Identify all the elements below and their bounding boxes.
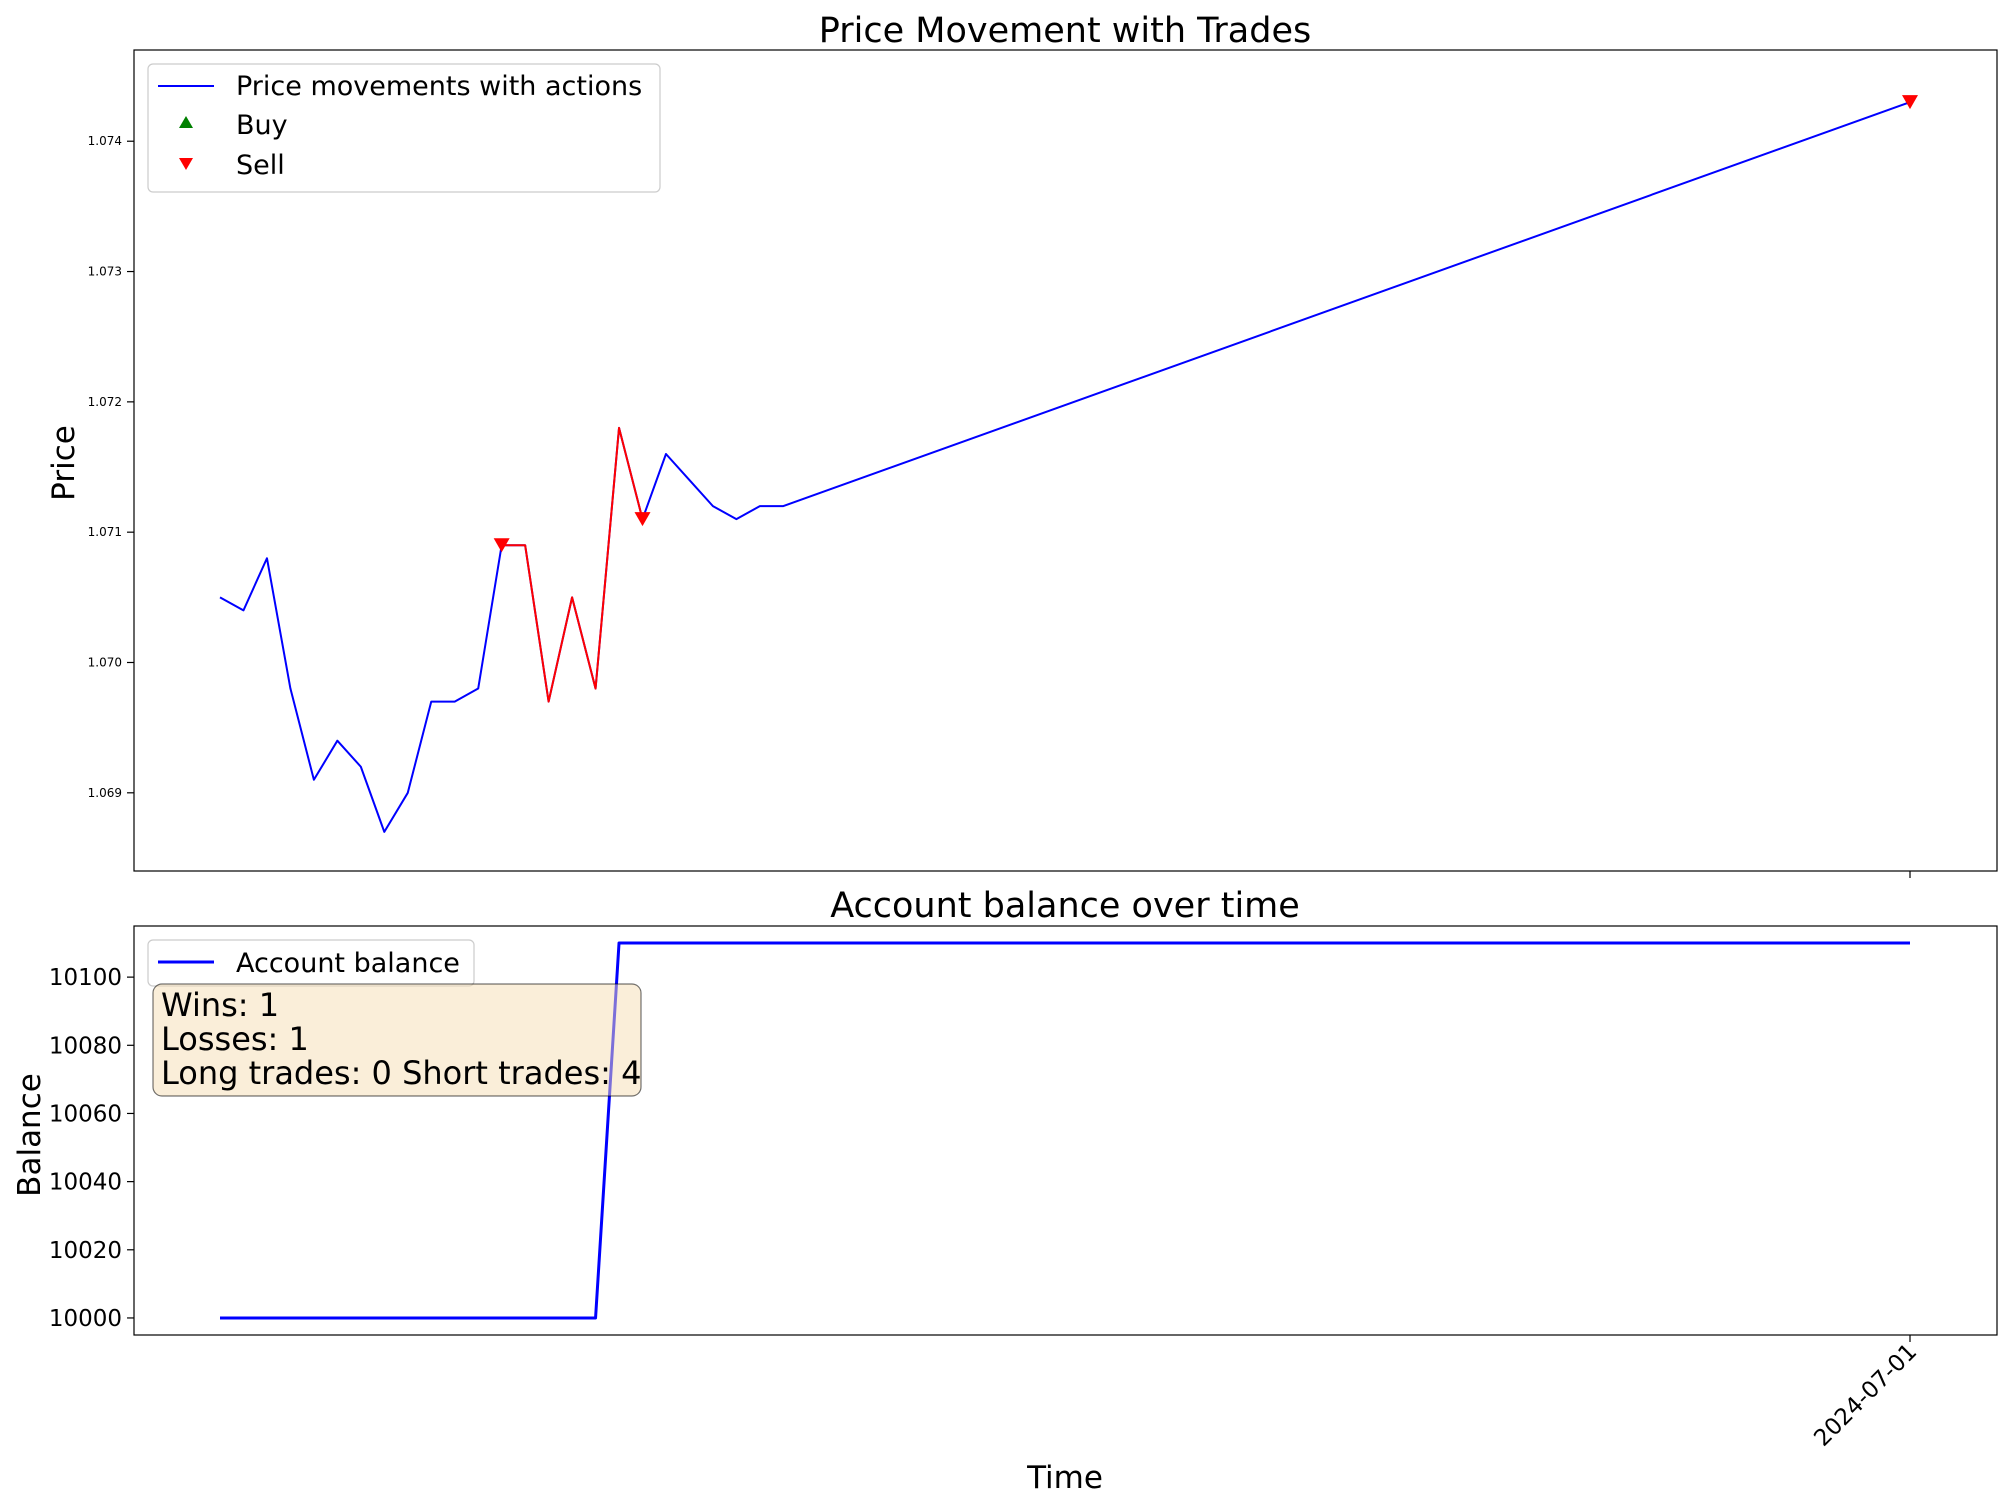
y-tick-label: 10060 <box>49 1101 122 1127</box>
x-tick-label: 2024-07-01 <box>1809 1339 1922 1452</box>
balance-legend-series-label: Account balance <box>236 948 460 979</box>
balance-chart: Account balance over time 10000 10020 1004… <box>12 886 1998 1496</box>
y-tick-label: 1.072 <box>88 395 122 409</box>
losses-stat: Losses: 1 <box>161 1020 309 1058</box>
balance-lines <box>220 941 1910 1320</box>
y-tick-label: 10000 <box>49 1306 122 1332</box>
trade-segment-line <box>501 426 644 703</box>
price-trade-markers <box>493 95 1918 553</box>
y-tick-label: 1.071 <box>88 525 122 539</box>
y-tick-label: 1.070 <box>88 655 122 669</box>
trade-counts-stat: Long trades: 0 Short trades: 4 <box>161 1054 641 1092</box>
price-legend-buy-label: Buy <box>236 110 288 141</box>
price-legend-frame <box>147 63 661 193</box>
price-chart-title: Price Movement with Trades <box>819 11 1311 51</box>
y-tick-label: 10100 <box>49 965 122 991</box>
y-tick-label: 1.069 <box>88 786 122 800</box>
sell-marker <box>493 538 510 553</box>
trade-stats-frame <box>152 983 642 1097</box>
series-line <box>220 941 1910 1320</box>
balance-y-axis-label: Balance <box>12 1073 48 1197</box>
balance-x-axis-label: Time <box>1026 1460 1103 1496</box>
wins-stat: Wins: 1 <box>161 986 279 1024</box>
price-chart: Price Movement with Trades 1.0691.0701.0… <box>46 11 1998 878</box>
price-lines <box>219 101 1911 833</box>
balance-legend: Account balance <box>147 939 475 987</box>
balance-y-ticks: 10000 10020 10040 10060 10080 10100 <box>49 965 134 1332</box>
price-legend-sell-label: Sell <box>236 150 285 181</box>
price-legend: Price movements with actions Buy Sell <box>147 63 661 193</box>
y-tick-label: 1.073 <box>88 265 122 279</box>
balance-chart-title: Account balance over time <box>830 886 1300 926</box>
balance-x-ticks: 2024-07-01 <box>1809 1335 1922 1452</box>
buy-marker-legend-icon <box>179 116 193 128</box>
sell-marker <box>634 512 651 527</box>
y-tick-label: 1.074 <box>88 134 122 148</box>
price-y-axis-label: Price <box>46 425 82 501</box>
y-tick-label: 10020 <box>49 1238 122 1264</box>
y-tick-label: 10080 <box>49 1033 122 1059</box>
y-tick-label: 10040 <box>49 1170 122 1196</box>
price-y-ticks: 1.069 1.070 1.071 1.072 1.073 1.074 <box>88 134 134 800</box>
sell-marker-legend-icon <box>179 158 193 170</box>
trade-stats-box: Wins: 1 Losses: 1 Long trades: 0 Short t… <box>152 983 642 1097</box>
price-legend-series-label: Price movements with actions <box>236 71 642 102</box>
sell-marker <box>1902 95 1918 110</box>
